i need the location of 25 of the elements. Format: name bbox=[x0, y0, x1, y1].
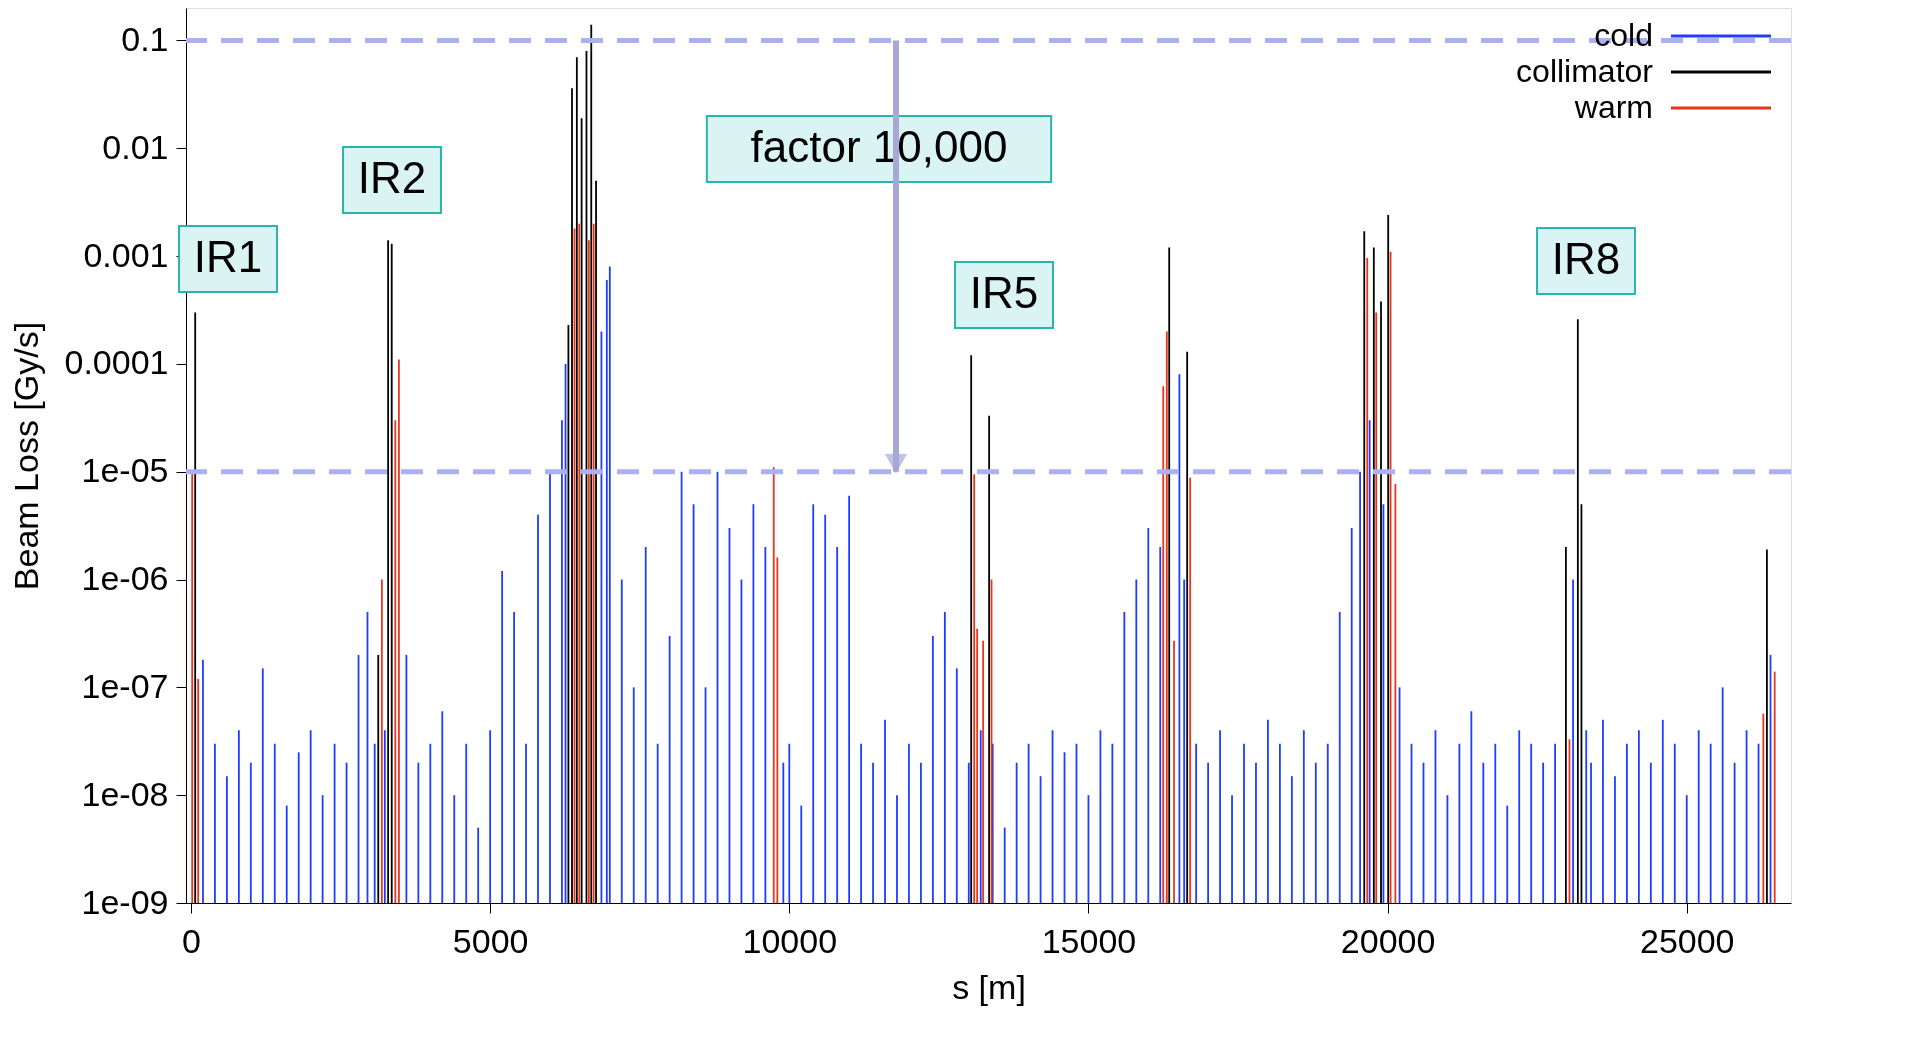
x-tick-label: 5000 bbox=[452, 921, 529, 960]
y-tick-label: 0.1 bbox=[121, 19, 169, 58]
annotation: IR1 bbox=[193, 232, 263, 281]
legend-label: warm bbox=[1573, 89, 1653, 125]
x-tick-label: 20000 bbox=[1340, 921, 1436, 960]
x-tick-label: 10000 bbox=[742, 921, 838, 960]
y-tick-label: 0.001 bbox=[83, 235, 169, 274]
legend-label: cold bbox=[1594, 17, 1653, 53]
y-tick-label: 0.0001 bbox=[64, 343, 169, 382]
x-tick-label: 15000 bbox=[1041, 921, 1137, 960]
annotation: IR2 bbox=[357, 153, 427, 202]
x-axis-title: s [m] bbox=[952, 967, 1026, 1006]
x-tick-label: 25000 bbox=[1639, 921, 1735, 960]
annotation: IR5 bbox=[969, 268, 1039, 317]
y-tick-label: 1e-07 bbox=[81, 666, 169, 705]
y-tick-label: 1e-06 bbox=[81, 559, 169, 598]
y-tick-label: 1e-05 bbox=[81, 451, 169, 490]
y-axis-title: Beam Loss [Gy/s] bbox=[6, 321, 45, 591]
x-tick-label: 0 bbox=[182, 921, 201, 960]
y-tick-label: 0.01 bbox=[102, 127, 169, 166]
y-tick-label: 1e-08 bbox=[81, 774, 169, 813]
annotation: factor 10,000 bbox=[750, 122, 1008, 171]
annotation: IR8 bbox=[1551, 234, 1621, 283]
y-tick-label: 1e-09 bbox=[81, 882, 169, 921]
legend-label: collimator bbox=[1516, 53, 1654, 89]
